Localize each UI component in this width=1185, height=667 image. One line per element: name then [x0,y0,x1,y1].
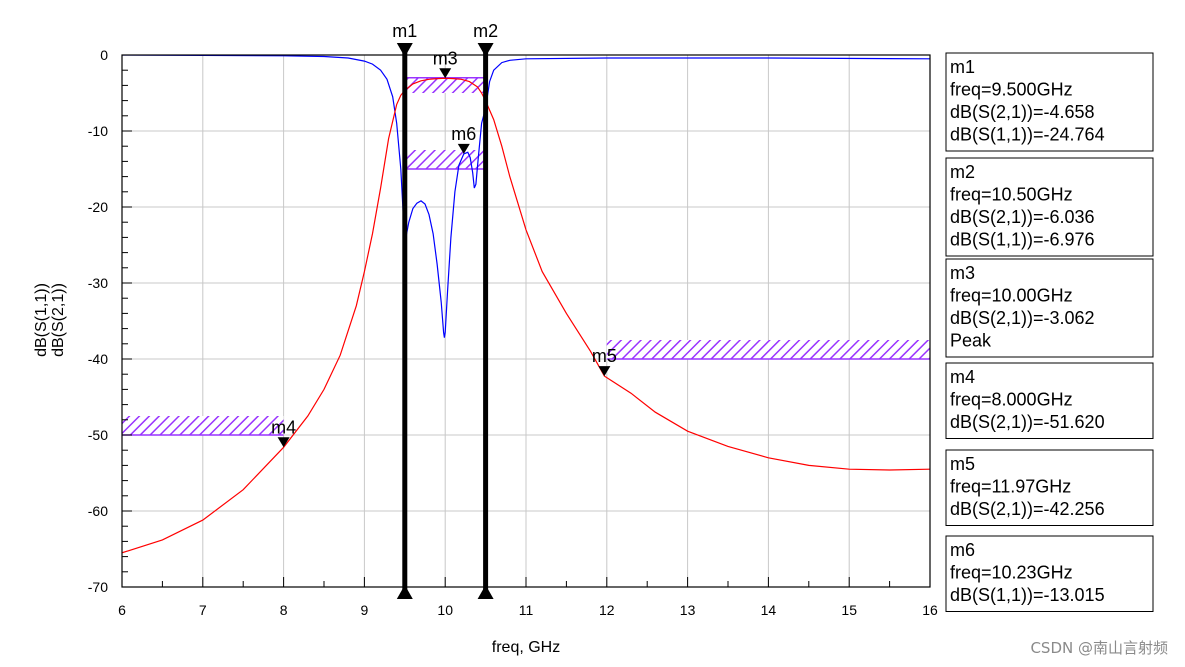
x-tick-label: 15 [841,602,857,618]
y-tick-label: 0 [100,47,108,63]
point-markers: m3 m6 m4 m5 [271,48,617,448]
y-tick-label: -20 [88,199,108,215]
m3-readout-box [945,258,1154,358]
passband-return-loss-mask-hatch [404,150,486,169]
x-tick-label: 13 [680,602,696,618]
s21-line [122,77,930,554]
m4-marker-label: m4 [271,417,296,437]
m6-readout-box [945,535,1154,612]
m6-marker-label: m6 [451,124,476,144]
x-tick-label: 16 [922,602,938,618]
m2-readout-line: dB(S(1,1))=-6.976 [950,230,1095,250]
m1-marker-bottom [396,585,413,599]
m4-readout-line: m4 [950,367,975,387]
m5-readout-box [945,449,1154,526]
m1-marker-label: m1 [392,21,417,41]
high-stopband-mask-hatch [606,340,930,359]
m2-readout-line: freq=10.50GHz [950,185,1073,205]
m4-marker [277,437,290,448]
m3-readout-line: freq=10.00GHz [950,286,1073,306]
m2-marker-label: m2 [473,21,498,41]
m1-readout-line: dB(S(2,1))=-4.658 [950,102,1095,122]
m3-marker [439,68,452,79]
y-tick-label: -60 [88,503,108,519]
x-tick-label: 6 [118,602,126,618]
passband-upper-mask-hatch [404,77,486,93]
m2-readout-box [945,157,1154,257]
m6-readout-line: freq=10.23GHz [950,563,1073,583]
m5-marker [598,366,611,377]
y-tick-label: -10 [88,123,108,139]
m3-readout-line: dB(S(2,1))=-3.062 [950,308,1095,328]
y-axis-label-s21: dB(S(2,1)) [50,283,67,357]
grid [122,55,930,587]
x-tick-label: 10 [437,602,453,618]
x-tick-label: 14 [761,602,777,618]
m5-readout-line: freq=11.97GHz [950,477,1071,497]
m6-readout-line: dB(S(1,1))=-13.015 [950,585,1105,605]
m4-readout-line: freq=8.000GHz [950,390,1073,410]
m4-readout-line: dB(S(2,1))=-51.620 [950,412,1105,432]
y-tick-label: -50 [88,427,108,443]
m5-marker-label: m5 [592,346,617,366]
m5-readout-line: m5 [950,454,975,474]
m2-marker-top [477,43,494,57]
vertical-markers: m1 m2 [392,21,498,599]
m2-readout-line: dB(S(2,1))=-6.036 [950,207,1095,227]
m4-readout-box [945,362,1154,439]
y-tick-label: -70 [88,579,108,595]
m1-readout-line: freq=9.500GHz [950,80,1073,100]
m5-readout-line: dB(S(2,1))=-42.256 [950,499,1105,519]
m3-readout-line: Peak [950,331,992,351]
m6-marker [457,143,470,154]
x-tick-label: 8 [280,602,288,618]
y-tick-label: -40 [88,351,108,367]
low-stopband-mask-hatch [122,416,284,435]
m3-readout-line: m3 [950,263,975,283]
mask-regions [122,77,930,436]
m1-marker-top [396,43,413,57]
y-tick-label: -30 [88,275,108,291]
y-axis-label-s11: dB(S(1,1)) [33,283,50,357]
m3-marker-label: m3 [433,48,458,68]
x-axis-label: freq, GHz [492,639,560,656]
m6-readout-line: m6 [950,540,975,560]
axes: 6 7 8 9 10 11 12 13 14 15 16 0 -10 -20 -30 -40 -50 -60 -70 [88,47,938,618]
m2-marker-bottom [477,585,494,599]
m1-readout-line: dB(S(1,1))=-24.764 [950,125,1105,145]
m2-readout-line: m2 [950,162,975,182]
m1-readout-line: m1 [950,57,975,77]
x-tick-label: 9 [361,602,369,618]
x-tick-label: 11 [519,602,534,618]
watermark: CSDN @南山言射频 [1030,639,1168,657]
x-tick-label: 12 [599,602,615,618]
x-tick-label: 7 [199,602,207,618]
m1-readout-box [945,52,1154,152]
